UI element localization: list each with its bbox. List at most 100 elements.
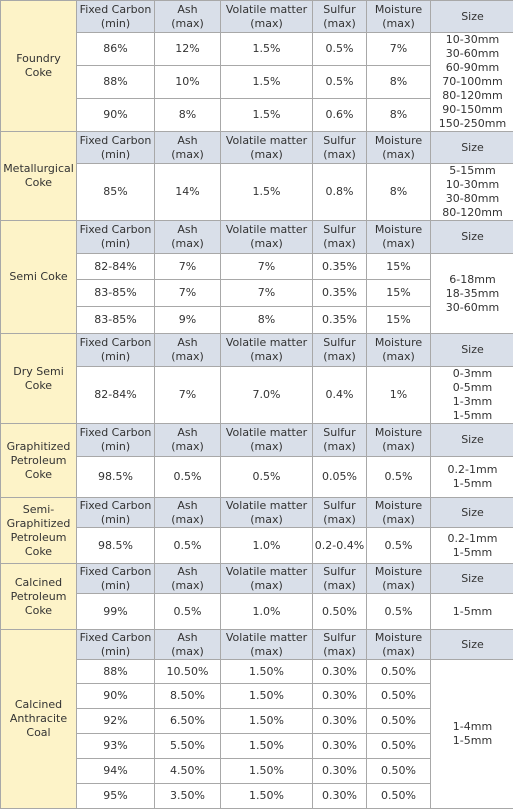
category-name-line: Coke bbox=[1, 604, 76, 618]
moisture-value-cell: 0.50% bbox=[367, 784, 431, 809]
moisture-header-line: (max) bbox=[367, 579, 430, 593]
carbon-value-cell: 82-84% bbox=[77, 367, 155, 424]
volatile-header-line: Volatile matter bbox=[221, 499, 312, 513]
size-header-label: Size bbox=[431, 572, 513, 586]
carbon-header-line: Fixed Carbon bbox=[77, 565, 154, 579]
sulfur-value-cell: 0.5% bbox=[313, 33, 367, 66]
size-value-line: 6-18mm bbox=[431, 273, 513, 287]
carbon-value-cell: 93% bbox=[77, 734, 155, 759]
volatile-header-line: Volatile matter bbox=[221, 3, 312, 17]
volatile-header-line: (max) bbox=[221, 440, 312, 454]
sulfur-header-line: (max) bbox=[313, 350, 366, 364]
ash-header-cell: Ash(max) bbox=[155, 498, 221, 528]
moisture-value-cell: 8% bbox=[367, 66, 431, 99]
volatile-value-cell: 1.50% bbox=[221, 684, 313, 709]
volatile-header-cell: Volatile matter(max) bbox=[221, 424, 313, 457]
ash-header-line: Ash bbox=[155, 3, 220, 17]
carbon-header-line: (min) bbox=[77, 350, 154, 364]
size-header-cell: Size bbox=[431, 221, 513, 254]
carbon-header-cell: Fixed Carbon(min) bbox=[77, 132, 155, 164]
ash-value-cell: 5.50% bbox=[155, 734, 221, 759]
sulfur-value-cell: 0.2-0.4% bbox=[313, 528, 367, 564]
moisture-header-line: (max) bbox=[367, 513, 430, 527]
sulfur-header-line: Sulfur bbox=[313, 3, 366, 17]
ash-header-line: Ash bbox=[155, 426, 220, 440]
category-name-line: Coke bbox=[1, 176, 76, 190]
carbon-value-cell: 88% bbox=[77, 660, 155, 684]
moisture-header-cell: Moisture(max) bbox=[367, 221, 431, 254]
moisture-value-cell: 7% bbox=[367, 33, 431, 66]
moisture-value-cell: 8% bbox=[367, 164, 431, 221]
moisture-header-line: (max) bbox=[367, 440, 430, 454]
size-value-line: 1-4mm bbox=[431, 720, 513, 734]
sulfur-value-cell: 0.30% bbox=[313, 734, 367, 759]
size-value-line: 60-90mm bbox=[431, 61, 513, 75]
moisture-header-line: Moisture bbox=[367, 223, 430, 237]
category-name-line: Coke bbox=[1, 545, 76, 559]
category-name-line: Graphitized bbox=[1, 517, 76, 531]
sulfur-header-cell: Sulfur(max) bbox=[313, 334, 367, 367]
sulfur-value-cell: 0.30% bbox=[313, 660, 367, 684]
category-name-line: Petroleum bbox=[1, 590, 76, 604]
ash-header-cell: Ash(max) bbox=[155, 424, 221, 457]
carbon-header-line: (min) bbox=[77, 440, 154, 454]
volatile-header-cell: Volatile matter(max) bbox=[221, 221, 313, 254]
moisture-header-cell: Moisture(max) bbox=[367, 424, 431, 457]
moisture-value-cell: 0.50% bbox=[367, 709, 431, 734]
volatile-value-cell: 1.50% bbox=[221, 734, 313, 759]
carbon-header-cell: Fixed Carbon(min) bbox=[77, 424, 155, 457]
category-name-line: Coke bbox=[1, 379, 76, 393]
moisture-value-cell: 0.5% bbox=[367, 594, 431, 630]
sulfur-header-line: Sulfur bbox=[313, 565, 366, 579]
moisture-value-cell: 0.50% bbox=[367, 660, 431, 684]
volatile-value-cell: 1.50% bbox=[221, 759, 313, 784]
size-value-line: 1-3mm bbox=[431, 395, 513, 409]
sulfur-value-cell: 0.35% bbox=[313, 254, 367, 280]
ash-value-cell: 0.5% bbox=[155, 528, 221, 564]
moisture-value-cell: 0.5% bbox=[367, 457, 431, 498]
size-header-label: Size bbox=[431, 10, 513, 24]
carbon-header-line: Fixed Carbon bbox=[77, 336, 154, 350]
volatile-value-cell: 7% bbox=[221, 280, 313, 307]
category-name-line: Semi- bbox=[1, 503, 76, 517]
carbon-header-line: Fixed Carbon bbox=[77, 426, 154, 440]
size-header-cell: Size bbox=[431, 424, 513, 457]
carbon-value-cell: 83-85% bbox=[77, 307, 155, 334]
ash-value-cell: 8% bbox=[155, 99, 221, 132]
sulfur-value-cell: 0.05% bbox=[313, 457, 367, 498]
ash-header-line: (max) bbox=[155, 440, 220, 454]
carbon-header-line: (min) bbox=[77, 17, 154, 31]
moisture-header-cell: Moisture(max) bbox=[367, 564, 431, 594]
volatile-header-line: Volatile matter bbox=[221, 134, 312, 148]
volatile-header-line: (max) bbox=[221, 645, 312, 659]
moisture-header-line: (max) bbox=[367, 237, 430, 251]
ash-value-cell: 14% bbox=[155, 164, 221, 221]
sulfur-header-line: Sulfur bbox=[313, 631, 366, 645]
size-value-line: 5-15mm bbox=[431, 164, 513, 178]
sulfur-header-cell: Sulfur(max) bbox=[313, 132, 367, 164]
sulfur-value-cell: 0.8% bbox=[313, 164, 367, 221]
sulfur-header-cell: Sulfur(max) bbox=[313, 221, 367, 254]
category-name-line: Petroleum bbox=[1, 454, 76, 468]
carbon-header-line: Fixed Carbon bbox=[77, 631, 154, 645]
category-name-line: Calcined bbox=[1, 698, 76, 712]
volatile-value-cell: 1.50% bbox=[221, 784, 313, 809]
volatile-header-line: Volatile matter bbox=[221, 565, 312, 579]
volatile-header-cell: Volatile matter(max) bbox=[221, 498, 313, 528]
sulfur-header-line: (max) bbox=[313, 579, 366, 593]
volatile-value-cell: 1.0% bbox=[221, 594, 313, 630]
volatile-value-cell: 8% bbox=[221, 307, 313, 334]
